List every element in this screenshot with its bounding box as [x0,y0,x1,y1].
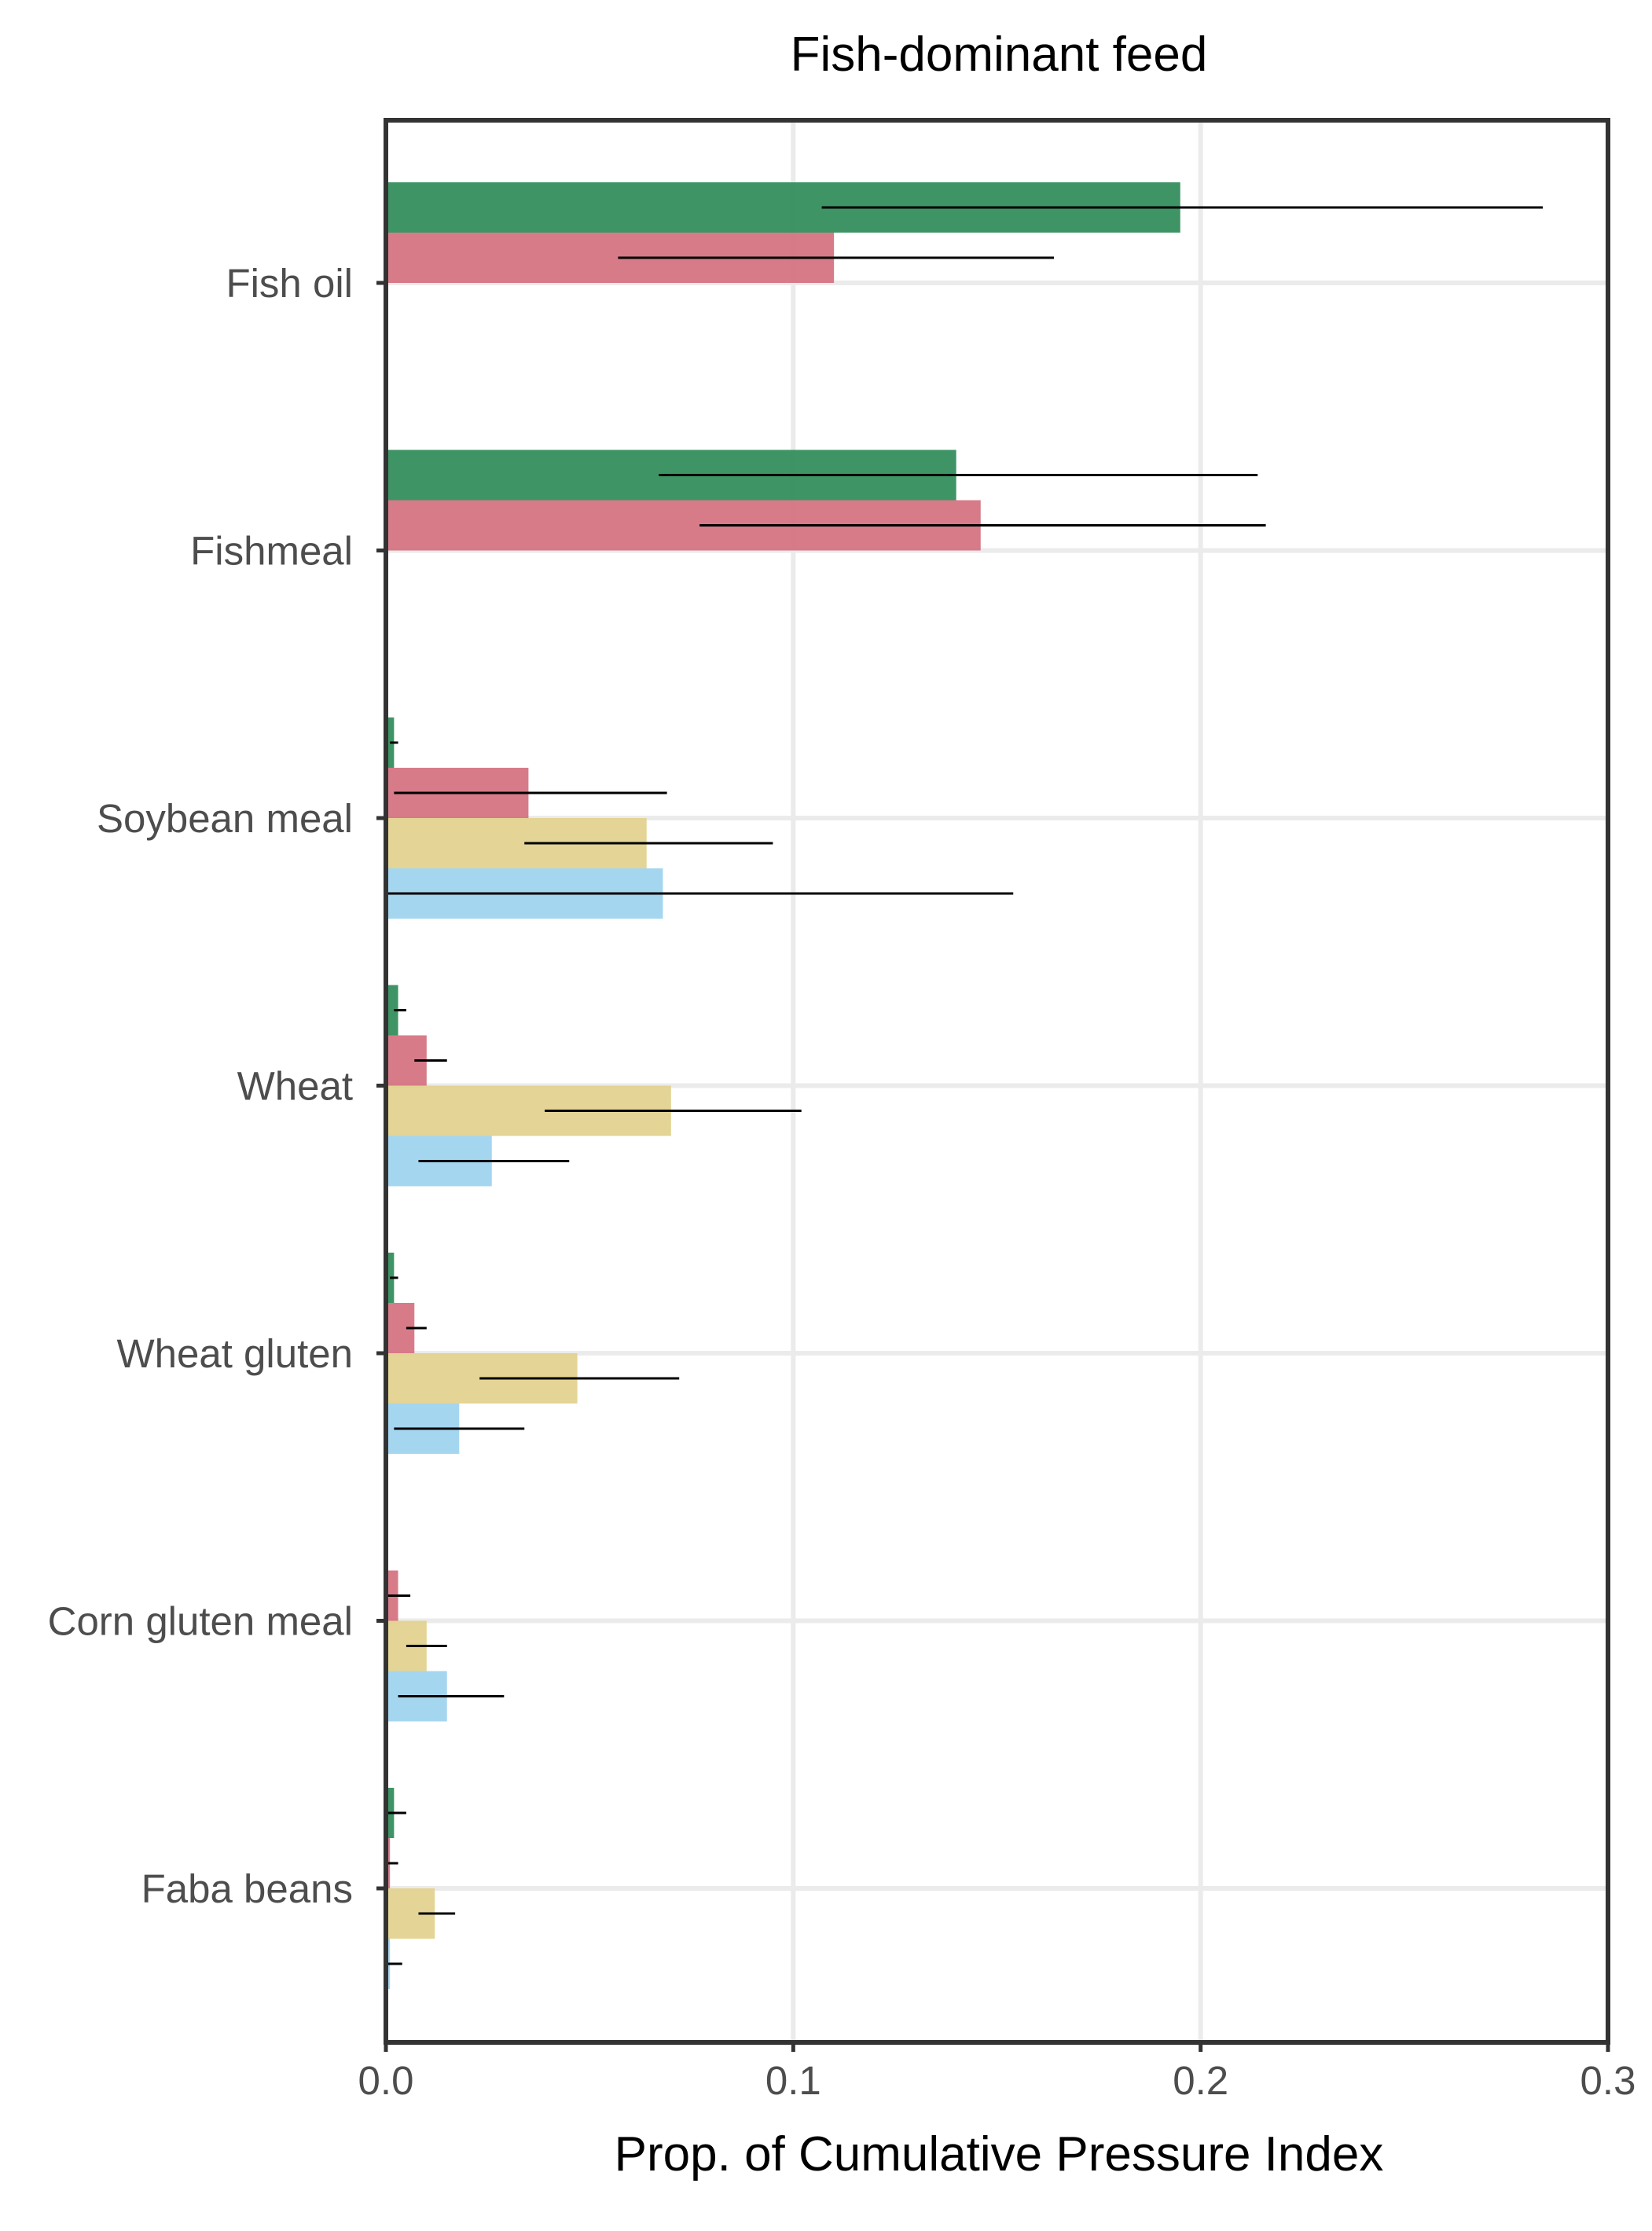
error-bars [386,206,1544,1965]
y-tick-label: Corn gluten meal [48,1599,353,1644]
chart-title: Fish-dominant feed [791,28,1208,82]
y-tick-label: Faba beans [141,1866,353,1911]
grid-lines [384,120,1610,2042]
y-tick-label: Wheat gluten [116,1331,353,1376]
x-tick-label: 0.0 [358,2058,414,2103]
x-tick-label: 0.3 [1580,2058,1636,2103]
bar [386,985,398,1036]
plot-frame [384,118,1610,2045]
y-tick-label: Fish oil [226,261,353,306]
axes: 0.0 0.1 0.2 0.3 Fish oil Fishmeal Soybean meal… [48,261,1636,2103]
x-tick-label: 0.2 [1173,2058,1228,2103]
x-axis-label: Prop. of Cumulative Pressure Index [615,2127,1384,2181]
y-tick-label: Soybean meal [97,796,353,841]
y-tick-label: Fishmeal [190,529,353,574]
x-tick-label: 0.1 [765,2058,821,2103]
y-tick-label: Wheat [237,1064,353,1109]
